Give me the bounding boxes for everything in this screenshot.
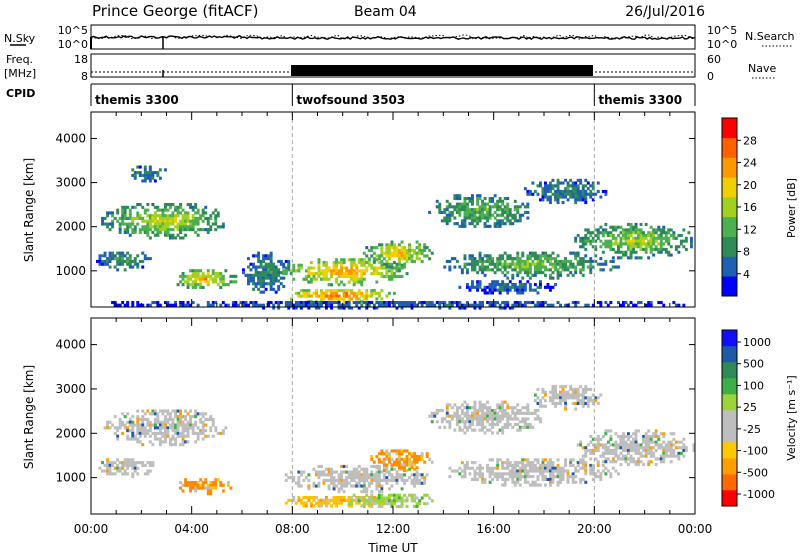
nave-tick-top: 60 xyxy=(707,53,721,66)
y-tick-label: 2000 xyxy=(55,426,86,440)
count-tick-bottom-right: 10^0 xyxy=(707,38,737,51)
velocity-colorbar-swatch xyxy=(722,474,737,491)
y-tick-label: 1000 xyxy=(55,471,86,485)
velocity-colorbar-swatch xyxy=(722,394,737,411)
x-tick-label: 12:00 xyxy=(376,522,411,536)
station-title: Prince George (fitACF) xyxy=(92,2,258,20)
y-tick-label: 4000 xyxy=(55,131,86,145)
count-tick-top-left: 10^5 xyxy=(58,24,88,37)
count-tick-bottom-left: 10^0 xyxy=(58,38,88,51)
freq-panel: Freq. [MHz] 18 8 60 0 Nave xyxy=(4,53,776,83)
power-colorbar-swatch xyxy=(722,177,737,198)
nsky-label: N.Sky xyxy=(4,32,36,45)
velocity-colorbar-label: Velocity [m s⁻¹] xyxy=(785,375,798,460)
power-colorbar-tick: 12 xyxy=(743,223,757,236)
power-colorbar-tick: 28 xyxy=(743,134,757,147)
power-colorbar-swatch xyxy=(722,118,737,139)
power-panel: 1000 2000 3000 4000 Slant Range [km] xyxy=(22,111,696,310)
cpid-panel: CPID themis 3300 twofsound 3503 themis 330… xyxy=(6,83,696,107)
x-tick-label: 00:00 xyxy=(74,522,109,536)
velocity-colorbar-tick: -100 xyxy=(743,445,768,458)
velocity-colorbar-swatch xyxy=(722,410,737,427)
count-panel: N.Sky 10^5 10^0 10^5 10^0 N.Search xyxy=(4,24,795,51)
velocity-colorbar-tick: -500 xyxy=(743,466,768,479)
y-tick-label: 3000 xyxy=(55,176,86,190)
count-tick-top-right: 10^5 xyxy=(707,24,737,37)
power-colorbar-tick: 8 xyxy=(743,246,750,259)
power-colorbar-swatch xyxy=(722,276,737,297)
velocity-colorbar: 1000 500 100 25 -25 -100 -500 -1000 Velocity [m… xyxy=(721,329,798,507)
velocity-colorbar-tick: -1000 xyxy=(743,488,775,501)
velocity-colorbar-swatch xyxy=(722,346,737,363)
velocity-colorbar-swatch xyxy=(722,458,737,475)
power-colorbar-tick: 20 xyxy=(743,179,757,192)
freq-tick-top: 18 xyxy=(74,53,88,66)
velocity-colorbar-swatch xyxy=(722,490,737,507)
power-colorbar-tick: 16 xyxy=(743,201,757,214)
time-axis-label: Time UT xyxy=(367,541,418,554)
power-colorbar: 4 8 12 16 20 24 28 Power [dB] xyxy=(721,117,798,297)
nave-series-block xyxy=(291,65,593,76)
power-colorbar-label: Power [dB] xyxy=(785,178,798,238)
velocity-colorbar-tick: 1000 xyxy=(743,336,771,349)
velocity-colorbar-swatch xyxy=(722,378,737,395)
velocity-y-axis-label: Slant Range [km] xyxy=(22,365,36,469)
power-colorbar-swatch xyxy=(722,197,737,218)
date-title: 26/Jul/2016 xyxy=(625,4,705,20)
cpid-label: CPID xyxy=(6,87,35,100)
nsky-series xyxy=(90,35,696,41)
power-y-axis-label: Slant Range [km] xyxy=(22,158,36,262)
x-tick-label: 20:00 xyxy=(577,522,612,536)
x-tick-label: 04:00 xyxy=(174,522,209,536)
power-colorbar-tick: 24 xyxy=(743,157,757,170)
freq-unit-label: [MHz] xyxy=(4,67,36,80)
power-colorbar-tick: 4 xyxy=(743,268,750,281)
x-tick-label: 00:00 xyxy=(678,522,713,536)
mode-label: themis 3300 xyxy=(95,93,179,107)
velocity-colorbar-swatch xyxy=(722,442,737,459)
beam-title: Beam 04 xyxy=(354,4,417,20)
velocity-colorbar-tick: 25 xyxy=(743,401,757,414)
nave-label: Nave xyxy=(748,62,776,75)
freq-tick-bottom: 8 xyxy=(81,70,88,83)
velocity-colorbar-tick: 500 xyxy=(743,358,764,371)
velocity-panel: 1000 2000 3000 4000 00:00 04:00 08:00 12:00 16:… xyxy=(22,317,713,554)
x-tick-label: 16:00 xyxy=(476,522,511,536)
nave-tick-bottom: 0 xyxy=(707,70,714,83)
power-colorbar-swatch xyxy=(722,157,737,178)
freq-label: Freq. xyxy=(6,53,33,66)
y-tick-label: 4000 xyxy=(55,338,86,352)
y-tick-label: 2000 xyxy=(55,220,86,234)
nsearch-label: N.Search xyxy=(745,30,795,43)
velocity-colorbar-tick: 100 xyxy=(743,379,764,392)
mode-label: themis 3300 xyxy=(598,93,682,107)
y-tick-label: 1000 xyxy=(55,264,86,278)
mode-label: twofsound 3503 xyxy=(296,93,405,107)
velocity-colorbar-swatch xyxy=(722,330,737,347)
power-colorbar-swatch xyxy=(722,236,737,257)
power-colorbar-swatch xyxy=(722,216,737,237)
velocity-colorbar-swatch xyxy=(722,426,737,443)
velocity-colorbar-tick: -25 xyxy=(743,423,761,436)
x-tick-label: 08:00 xyxy=(275,522,310,536)
y-tick-label: 3000 xyxy=(55,382,86,396)
power-colorbar-swatch xyxy=(722,256,737,277)
power-colorbar-swatch xyxy=(722,137,737,158)
velocity-colorbar-swatch xyxy=(722,362,737,379)
